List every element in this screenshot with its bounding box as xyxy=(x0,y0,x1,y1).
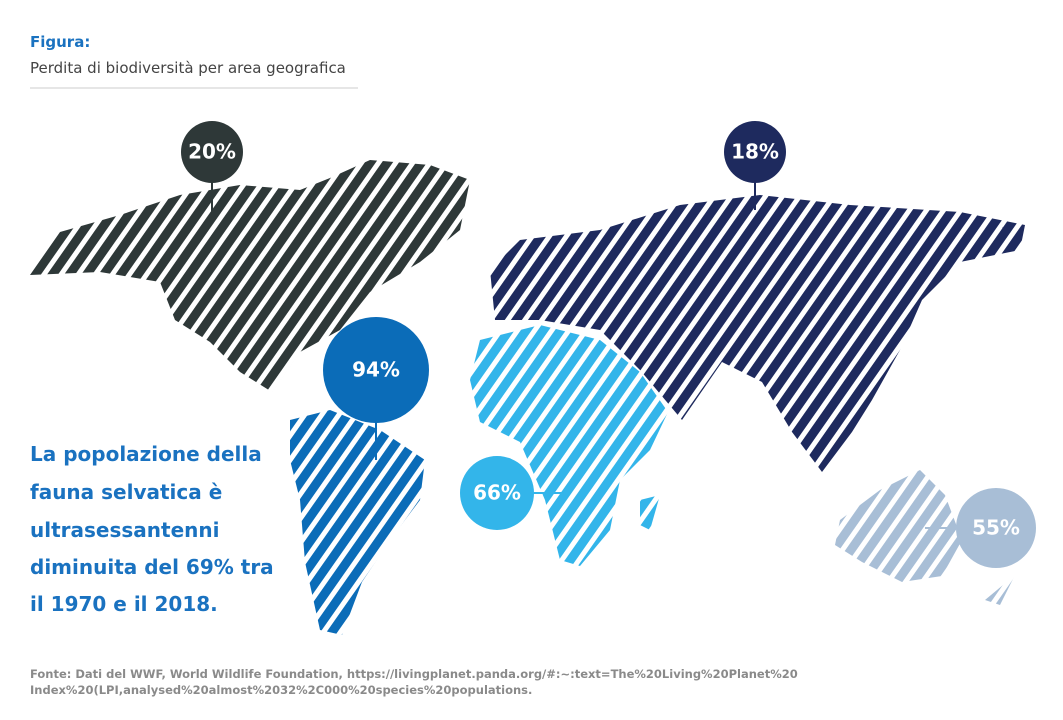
world-map xyxy=(30,160,1025,635)
badge-label: 94% xyxy=(352,358,400,382)
highlight-line: fauna selvatica è xyxy=(30,480,222,504)
badge xyxy=(181,121,243,183)
eurasia xyxy=(490,195,1025,472)
highlight-text: La popolazione della fauna selvatica è u… xyxy=(30,442,274,616)
highlight-line: diminuita del 69% tra xyxy=(30,555,274,579)
connectors xyxy=(211,182,956,529)
source-line: Fonte: Dati del WWF, World Wildlife Foun… xyxy=(30,667,798,681)
figure-title: Perdita di biodiversità per area geograf… xyxy=(30,59,346,77)
africa xyxy=(470,325,668,566)
oceania xyxy=(835,470,1015,605)
highlight-line: il 1970 e il 2018. xyxy=(30,592,218,616)
highlight-line: La popolazione della xyxy=(30,442,262,466)
badges: 20% 18% 94% 66% 55% xyxy=(181,121,1036,568)
highlight-line: ultrasessantenni xyxy=(30,518,219,542)
badge xyxy=(956,488,1036,568)
badge-label: 20% xyxy=(188,140,236,164)
source-line: Index%20(LPI,analysed%20almost%2032%2C00… xyxy=(30,683,532,697)
badge xyxy=(323,317,429,423)
badge-label: 66% xyxy=(473,481,521,505)
badge xyxy=(460,456,534,530)
north-america xyxy=(30,160,470,392)
south-america xyxy=(290,410,425,635)
badge xyxy=(724,121,786,183)
figure-label: Figura: xyxy=(30,33,90,51)
badge-label: 55% xyxy=(972,516,1020,540)
badge-label: 18% xyxy=(731,140,779,164)
